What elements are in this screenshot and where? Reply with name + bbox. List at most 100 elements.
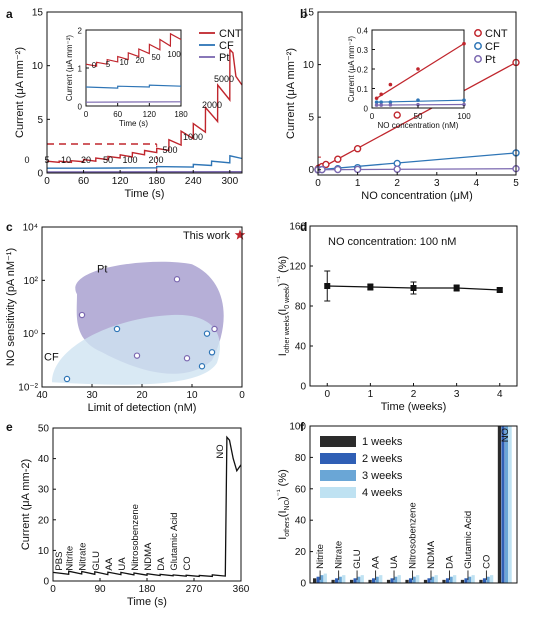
legend-marker — [474, 55, 482, 63]
category-label: Glutamic Acid — [463, 511, 474, 569]
fit-line-cnt — [317, 61, 517, 171]
data-point-pt — [133, 352, 141, 359]
y-axis-label-part: (%) — [277, 256, 289, 276]
series-line — [52, 435, 242, 578]
x-axis-label: Time (weeks) — [381, 401, 447, 413]
fit-line-cf — [317, 152, 517, 171]
x-axis-label: Limit of detection (nM) — [88, 402, 197, 414]
legend-swatch — [320, 487, 356, 498]
legend-label: 2 weeks — [362, 453, 403, 465]
data-point-pt — [78, 311, 86, 319]
x-tick-label: 90 — [94, 584, 106, 595]
legend-label: Pt — [485, 54, 495, 66]
bar-no — [497, 426, 502, 583]
legend-swatch — [320, 470, 356, 481]
y-tick-label: 5 — [308, 113, 314, 124]
x-tick-label: 360 — [233, 584, 250, 595]
y-axis-label-part: ) — [277, 283, 289, 287]
x-tick-label: 20 — [136, 390, 148, 401]
bar-aa — [379, 575, 383, 583]
x-axis-label: NO concentration (μM) — [361, 190, 472, 202]
inset-x-tick-label: 0 — [84, 110, 89, 119]
analyte-label: DA — [156, 557, 167, 571]
data-point — [324, 283, 331, 289]
bar-ua — [390, 578, 394, 583]
data-point-pt — [393, 165, 401, 173]
step-annotation: 50 — [103, 155, 113, 165]
legend-swatch — [320, 436, 356, 447]
bar-aa — [368, 579, 372, 583]
bar-glu — [360, 575, 364, 583]
analyte-label: Nitrosobenzene — [130, 504, 141, 571]
y-tick-label: 80 — [295, 453, 307, 464]
category-label: GLU — [352, 549, 363, 569]
category-label: CO — [481, 555, 492, 569]
legend-label: Pt — [219, 52, 229, 64]
inset-y-tick-label: 0.4 — [357, 27, 369, 36]
inset-step-annotation: 20 — [136, 56, 145, 65]
y-axis-label-part: I — [277, 353, 289, 356]
x-tick-label: 1 — [355, 178, 361, 189]
inset-data-point-pt — [416, 102, 420, 107]
category-label: NO — [500, 428, 511, 442]
inset-step-annotation: 50 — [152, 53, 161, 62]
step-annotation: 5 — [44, 155, 49, 165]
y-axis-label: Iother weeks(I0 week)⁻¹ (%) — [275, 256, 291, 356]
region-label: Pt — [97, 263, 107, 275]
inset-y-tick-label: 0.1 — [357, 85, 369, 94]
bar-ua — [386, 579, 391, 583]
bar-nitrite — [320, 575, 324, 583]
annotation: NO concentration: 100 nM — [328, 236, 456, 248]
bar-no — [508, 426, 512, 583]
x-tick-label: 240 — [185, 176, 202, 187]
y-axis-label-part: (I — [277, 309, 289, 316]
y-axis-label: Current (μA mm⁻²) — [285, 48, 297, 139]
inset-data-point-cnt — [462, 41, 466, 46]
y-axis-label-part: others — [284, 517, 291, 537]
inset-y-tick-label: 0 — [78, 103, 83, 112]
analyte-label: AA — [104, 557, 115, 570]
x-tick-label: 0 — [239, 390, 245, 401]
analyte-label: CO — [182, 556, 193, 570]
data-point-cf — [203, 330, 211, 337]
y-axis-label-part: 0 week — [284, 286, 291, 309]
category-label: UA — [389, 555, 400, 569]
bar-nitrate — [335, 578, 339, 583]
inset-data-point-cf — [462, 98, 466, 102]
x-tick-label: 180 — [139, 584, 156, 595]
data-point — [410, 285, 417, 291]
y-tick-label: 0 — [43, 577, 49, 588]
bar-da — [442, 579, 446, 583]
bar-ua — [394, 576, 398, 583]
y-axis-label-part: NO — [284, 499, 291, 510]
bar-nitrosobenzene — [405, 579, 409, 583]
fit-line-pt — [317, 168, 517, 171]
cf-region — [52, 314, 220, 385]
inset-y-tick-label: 0.3 — [357, 46, 369, 55]
inset-step-annotation: 10 — [120, 58, 129, 67]
bar-nitrate — [338, 576, 342, 583]
legend-swatch — [320, 453, 356, 464]
inset-data-point-pt — [462, 102, 466, 107]
bar-glutamic-acid — [460, 579, 465, 583]
inset-y-axis-label: Current (μA mm⁻²) — [65, 35, 74, 102]
x-tick-label: 0 — [315, 178, 321, 189]
y-tick-label: 0 — [300, 579, 306, 590]
y-axis-label-part: (%) — [277, 469, 289, 489]
x-tick-label: 3 — [454, 389, 460, 400]
y-axis-label: NO sensitivity (pA nM⁻¹) — [5, 248, 17, 366]
step-annotation: 5000 — [214, 74, 234, 84]
y-axis-label-part: other weeks — [284, 315, 291, 353]
y-tick-label: 40 — [295, 342, 307, 353]
data-point-pt — [173, 276, 181, 283]
step-annotation: 200 — [148, 155, 163, 165]
bar-da — [449, 576, 453, 583]
legend-label: CF — [485, 41, 500, 53]
data-point-pt — [211, 325, 218, 333]
bar-glu — [357, 576, 361, 583]
x-tick-label: 180 — [148, 176, 165, 187]
panel-label: f — [300, 420, 305, 434]
panel-label: e — [6, 420, 13, 434]
inset-y-tick-label: 1 — [78, 65, 83, 74]
inset-x-tick-label: 0 — [370, 112, 375, 121]
